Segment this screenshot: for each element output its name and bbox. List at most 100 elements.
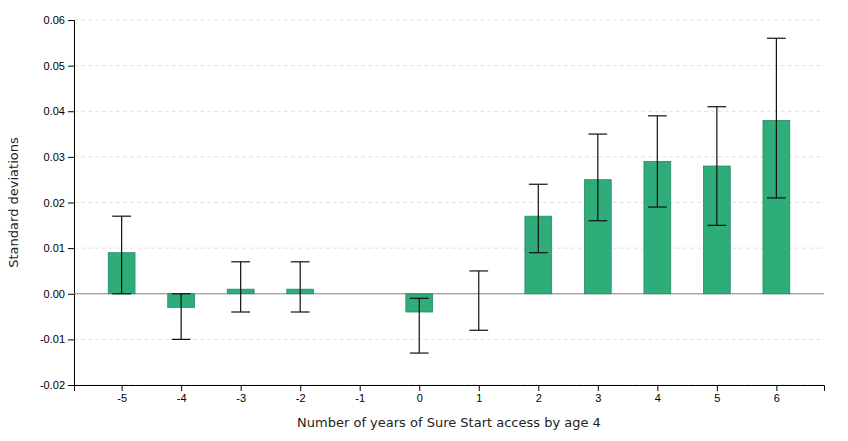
y-tick-mark [68, 248, 74, 249]
error-bar-stem [419, 298, 420, 353]
error-bar-cap-low [767, 197, 786, 198]
error-bar-stem [776, 38, 777, 198]
x-tick-mark [300, 385, 301, 391]
error-bar-stem [121, 216, 122, 294]
grid-line [74, 156, 824, 157]
error-bar-cap-high [529, 184, 548, 185]
grid [74, 20, 824, 385]
x-tick-label: -3 [236, 392, 246, 404]
x-tick-label: 2 [536, 392, 542, 404]
error-bar-cap-high [172, 293, 191, 294]
plot-area: -5 -4 -3 -2 -1 0 1 2 3 4 5 6 -0.02 -0.01 0.00 0.01 0.02 0… [40, 14, 825, 404]
error-bar-cap-low [469, 330, 488, 331]
x-tick-label: -2 [296, 392, 306, 404]
x-tick-mark [419, 385, 420, 391]
x-tick-label: 0 [417, 392, 423, 404]
error-bar-cap-high [291, 261, 310, 262]
error-bar [588, 134, 607, 221]
x-tick-mark [717, 385, 718, 391]
error-bar-cap-low [707, 225, 726, 226]
error-bar-stem [181, 294, 182, 340]
grid-line [74, 111, 824, 112]
y-tick: 0.01 [44, 242, 74, 254]
x-tick-mark [598, 385, 599, 391]
y-tick: 0.02 [44, 197, 74, 209]
error-bar-stem [240, 262, 241, 312]
x-axis: -5 -4 -3 -2 -1 0 1 2 3 4 5 6 [75, 385, 825, 404]
y-tick-label: 0.00 [44, 288, 65, 300]
x-tick: 2 [536, 385, 542, 404]
error-bar [291, 262, 310, 312]
x-tick: 5 [714, 385, 720, 404]
y-tick-label: 0.01 [44, 242, 65, 254]
error-bar-cap-high [231, 261, 250, 262]
chart: -5 -4 -3 -2 -1 0 1 2 3 4 5 6 -0.02 -0.01 0.00 0.01 0.02 0… [0, 0, 848, 441]
y-tick-mark [68, 294, 74, 295]
error-bar [231, 262, 250, 312]
error-bar-cap-low [172, 339, 191, 340]
error-bar-cap-low [291, 311, 310, 312]
error-bar [767, 38, 786, 198]
error-bar-cap-low [410, 352, 429, 353]
y-tick-mark [68, 157, 74, 158]
x-tick-label: -1 [355, 392, 365, 404]
y-tick-mark [68, 20, 74, 21]
error-bar [529, 184, 548, 252]
error-bar-stem [478, 271, 479, 330]
error-bar-cap-low [588, 220, 607, 221]
y-tick-label: 0.04 [44, 105, 65, 117]
error-bar-cap-high [410, 298, 429, 299]
x-tick: 4 [655, 385, 661, 404]
x-tick-mark [657, 385, 658, 391]
bars [108, 120, 790, 312]
data [74, 38, 824, 353]
error-bars [112, 38, 786, 353]
x-tick: 1 [476, 385, 482, 404]
y-tick-mark [68, 339, 74, 340]
x-tick-label: 6 [774, 392, 780, 404]
x-axis-line [75, 386, 825, 392]
x-tick-label: 4 [655, 392, 661, 404]
error-bar [112, 216, 131, 294]
x-tick: -5 [117, 385, 127, 404]
y-tick-label: 0.02 [44, 197, 65, 209]
error-bar-cap-high [112, 216, 131, 217]
x-axis-title: Number of years of Sure Start access by … [297, 415, 601, 430]
x-tick-mark [776, 385, 777, 391]
error-bar [648, 116, 667, 207]
y-tick: 0.06 [44, 14, 74, 26]
x-tick: -4 [177, 385, 187, 404]
error-bar-cap-high [648, 115, 667, 116]
grid-line [74, 339, 824, 340]
x-tick-mark [538, 385, 539, 391]
x-tick: -2 [296, 385, 306, 404]
x-tick-mark [360, 385, 361, 391]
error-bar-stem [538, 184, 539, 252]
x-tick-label: -4 [177, 392, 187, 404]
grid-line [74, 20, 824, 21]
x-tick-label: 1 [476, 392, 482, 404]
error-bar-cap-high [469, 270, 488, 271]
error-bar [410, 298, 429, 353]
x-tick-mark [479, 385, 480, 391]
error-bar-cap-high [588, 133, 607, 134]
x-tick-label: 5 [714, 392, 720, 404]
y-tick: -0.02 [40, 379, 74, 391]
y-axis: -0.02-0.010.000.010.020.030.040.050.06 [40, 14, 75, 391]
error-bar-stem [597, 134, 598, 221]
y-tick-mark [68, 203, 74, 204]
y-axis-title: Standard deviations [6, 137, 21, 268]
error-bar-cap-low [529, 252, 548, 253]
error-bar [707, 107, 726, 226]
y-tick-mark [68, 385, 74, 386]
x-tick: -3 [236, 385, 246, 404]
x-tick: -1 [355, 385, 365, 404]
x-tick: 0 [417, 385, 423, 404]
x-tick: 3 [595, 385, 601, 404]
y-tick: 0.05 [44, 60, 74, 72]
x-tick: 6 [774, 385, 780, 404]
y-tick: -0.01 [40, 333, 74, 345]
y-tick-label: -0.02 [40, 379, 65, 391]
error-bar-cap-low [648, 206, 667, 207]
grid-line [74, 65, 824, 66]
